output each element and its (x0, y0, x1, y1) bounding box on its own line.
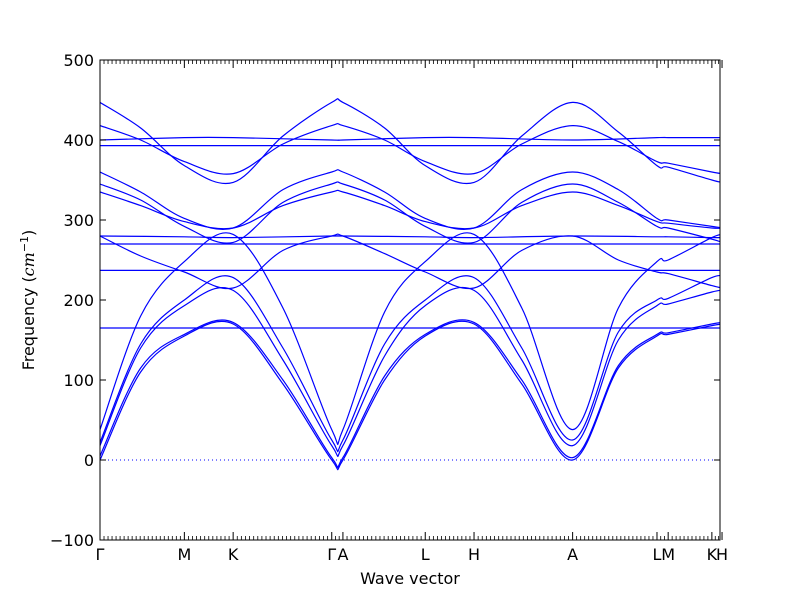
x-tick-label-1: Γ (96, 545, 105, 564)
y-tick-label: 400 (63, 131, 94, 150)
y-tick-label: 300 (63, 211, 94, 230)
x-tick-label-5: A (337, 545, 348, 564)
x-tick-label-9: L (653, 545, 662, 564)
band-line-12 (100, 181, 720, 244)
band-line-2 (100, 319, 720, 469)
y-tick-label: 200 (63, 291, 94, 310)
band-line-3 (100, 286, 720, 458)
band-line-16 (100, 122, 720, 175)
band-line-17 (100, 98, 720, 185)
x-tick-label-6: L (421, 545, 430, 564)
y-axis-label-unit: cm (19, 252, 38, 276)
axis-ticks (99, 59, 723, 541)
y-axis-label: Frequency (cm−1) (18, 230, 39, 371)
series-lines (100, 98, 720, 471)
x-tick-label-7: H (468, 545, 480, 564)
x-tick-label-4: Γ (327, 545, 336, 564)
y-axis-label-suffix: ) (19, 230, 38, 236)
band-line-6 (100, 233, 720, 290)
band-line-15 (100, 136, 720, 141)
band-line-11 (100, 189, 720, 230)
x-tick-label-2: M (177, 545, 191, 564)
band-line-5 (100, 232, 720, 446)
band-line-1 (100, 320, 720, 471)
x-tick-label-12: H (716, 545, 728, 564)
y-tick-label: 100 (63, 371, 94, 390)
y-tick-label: −100 (50, 531, 94, 550)
band-line-13 (100, 169, 720, 230)
y-tick-label: 500 (63, 51, 94, 70)
y-axis-label-exponent: −1 (18, 236, 31, 252)
x-axis-label: Wave vector (360, 569, 460, 588)
x-tick-label-8: A (567, 545, 578, 564)
x-tick-label-10: M (661, 545, 675, 564)
x-tick-label-11: K (707, 545, 718, 564)
y-axis-label-prefix: Frequency ( (19, 276, 38, 370)
band-line-10 (100, 235, 720, 239)
y-tick-label: 0 (84, 451, 94, 470)
band-line-4 (100, 274, 720, 453)
x-tick-label-3: K (228, 545, 239, 564)
